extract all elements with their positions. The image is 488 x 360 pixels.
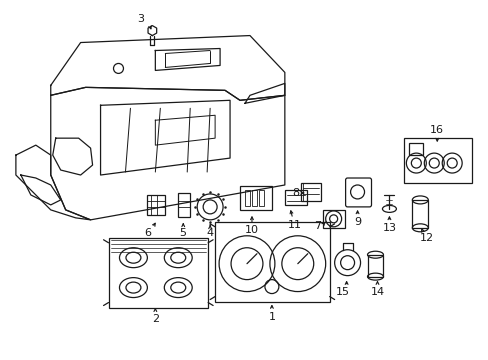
Bar — [322, 210, 344, 228]
Bar — [285, 190, 306, 205]
Text: 13: 13 — [382, 223, 396, 233]
Bar — [215, 222, 329, 302]
Bar — [404, 138, 471, 183]
Bar — [259, 190, 264, 206]
Text: 16: 16 — [429, 125, 443, 135]
Bar — [147, 195, 165, 215]
Text: 15: 15 — [335, 287, 349, 297]
Text: 4: 4 — [206, 228, 213, 238]
Text: 6: 6 — [143, 228, 151, 238]
Text: 10: 10 — [244, 225, 259, 235]
Text: 2: 2 — [151, 314, 159, 324]
Bar — [300, 183, 320, 201]
Bar — [251, 190, 256, 206]
Bar — [240, 186, 271, 210]
Bar — [408, 143, 423, 155]
Text: 7: 7 — [313, 221, 321, 231]
Text: 9: 9 — [353, 217, 360, 227]
Bar — [244, 190, 249, 206]
Text: 3: 3 — [137, 14, 143, 24]
Text: 14: 14 — [370, 287, 384, 297]
Bar — [108, 238, 208, 307]
Text: 11: 11 — [287, 220, 301, 230]
Bar — [411, 200, 427, 228]
Text: 12: 12 — [419, 233, 433, 243]
Bar — [178, 193, 190, 217]
Text: 1: 1 — [268, 312, 275, 323]
Bar — [367, 255, 383, 276]
Text: 8: 8 — [292, 188, 299, 198]
Text: 5: 5 — [179, 228, 185, 238]
